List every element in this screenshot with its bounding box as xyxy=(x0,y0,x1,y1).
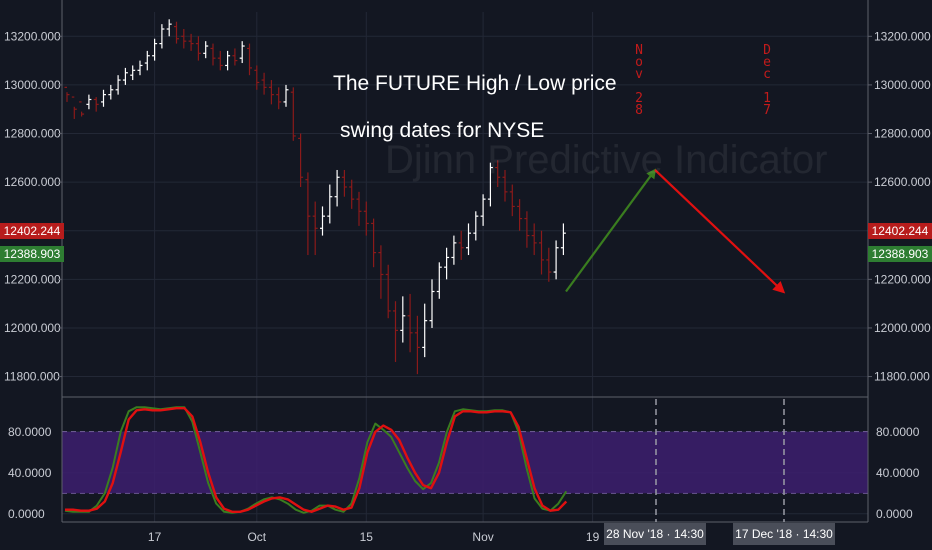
oscillator-axis-tick-label: 80.0000 xyxy=(8,425,52,439)
vertical-date-nov-28: N o v 2 8 xyxy=(632,43,646,118)
time-axis-tick-label: Nov xyxy=(472,530,493,544)
vertical-date-char: 8 xyxy=(635,103,643,118)
vertical-date-dec-17: D e c 1 7 xyxy=(760,43,774,118)
vertical-date-char: v xyxy=(635,67,643,82)
title-line-1: The FUTURE High / Low price xyxy=(333,72,617,95)
time-axis-tick-label: 17 xyxy=(148,530,162,544)
vertical-date-char: o xyxy=(635,55,643,70)
forecast-date-markers xyxy=(655,399,785,522)
forecast-up-arrow xyxy=(565,168,657,293)
price-axis-tick-label: 11800.000 xyxy=(874,370,930,384)
vertical-date-char: D xyxy=(763,43,771,58)
price-axis-tick-label: 12000.000 xyxy=(874,321,931,335)
price-axis-tick-label: 12200.000 xyxy=(4,272,61,286)
oscillator-lines xyxy=(64,406,568,514)
date-tag-nov-28: 28 Nov '18 · 14:30 xyxy=(604,523,706,545)
price-tag-upper-right: 12402.244 xyxy=(868,223,932,239)
vertical-date-char: e xyxy=(763,55,771,70)
time-axis-tick-label: 19 xyxy=(586,530,600,544)
forecast-down-arrow xyxy=(654,169,786,294)
oscillator-axis-tick-label: 0.0000 xyxy=(876,507,913,521)
vertical-date-char: 7 xyxy=(763,103,771,118)
title-line-2: swing dates for NYSE xyxy=(340,119,545,142)
time-axis-tick-label: 15 xyxy=(360,530,374,544)
oscillator-axis-tick-label: 80.0000 xyxy=(876,425,920,439)
vertical-date-char: 1 xyxy=(763,91,771,106)
red-oscillator-line xyxy=(65,407,568,513)
vertical-date-char: 2 xyxy=(635,91,643,106)
time-axis-tick-label: Oct xyxy=(247,530,266,544)
price-axis-tick-label: 11800.000 xyxy=(4,370,60,384)
date-tag-dec-17: 17 Dec '18 · 14:30 xyxy=(733,523,835,545)
price-axis-tick-label: 12600.000 xyxy=(4,175,61,189)
price-tag-upper-left: 12402.244 xyxy=(0,223,64,239)
price-axis-tick-label: 12800.000 xyxy=(4,127,61,141)
vertical-date-char: c xyxy=(763,67,771,82)
candlestick-series xyxy=(64,19,566,375)
price-axis-tick-label: 12000.000 xyxy=(4,321,61,335)
oscillator-axis-tick-label: 40.0000 xyxy=(8,466,52,480)
oscillator-axis-tick-label: 40.0000 xyxy=(876,466,920,480)
price-axis-tick-label: 13200.000 xyxy=(874,29,931,43)
oscillator-axis-tick-label: 0.0000 xyxy=(8,507,45,521)
overbought-oversold-band xyxy=(62,431,868,494)
price-tag-lower-left: 12388.903 xyxy=(0,246,64,262)
price-axis-tick-label: 13200.000 xyxy=(4,29,61,43)
watermark-text: Djinn Predictive Indicator xyxy=(385,138,828,182)
price-axis-tick-label: 13000.000 xyxy=(4,78,61,92)
price-axis-tick-label: 12200.000 xyxy=(874,272,931,286)
price-tag-lower-right: 12388.903 xyxy=(868,246,932,262)
price-axis-tick-label: 12600.000 xyxy=(874,175,931,189)
price-axis-tick-label: 13000.000 xyxy=(874,78,931,92)
forecast-arrows xyxy=(565,168,786,294)
price-axis-tick-label: 12800.000 xyxy=(874,127,931,141)
vertical-date-char: N xyxy=(635,43,643,58)
